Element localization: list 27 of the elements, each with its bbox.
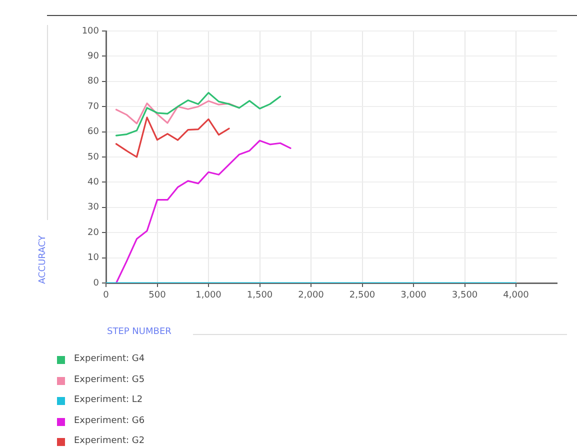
y-axis-title: ACCURACY bbox=[38, 235, 48, 284]
x-tick-label: 500 bbox=[148, 290, 166, 301]
x-tick-label: 4,000 bbox=[503, 290, 530, 301]
y-tick-label: 0 bbox=[93, 278, 100, 288]
legend-label: Experiment: L2 bbox=[74, 395, 143, 405]
y-tick-label: 60 bbox=[88, 127, 100, 138]
y-tick-label: 70 bbox=[88, 102, 100, 112]
x-tick-label: 1,500 bbox=[246, 290, 273, 301]
x-tick-label: 0 bbox=[103, 290, 110, 301]
legend-label: Experiment: G4 bbox=[74, 354, 145, 364]
y-tick-label: 30 bbox=[88, 202, 100, 213]
y-tick-label: 20 bbox=[88, 228, 100, 238]
x-tick-label: 3,500 bbox=[452, 290, 478, 301]
y-tick-label: 80 bbox=[88, 76, 100, 87]
x-tick-label: 2,000 bbox=[298, 290, 324, 301]
legend-label: Experiment: G5 bbox=[74, 374, 145, 384]
y-tick-label: 50 bbox=[88, 152, 100, 162]
y-tick-label: 100 bbox=[82, 26, 100, 36]
y-tick-label: 90 bbox=[88, 52, 100, 62]
legend-label: Experiment: G2 bbox=[74, 436, 145, 446]
x-axis-title: STEP NUMBER bbox=[107, 327, 172, 337]
x-tick-label: 1,000 bbox=[196, 290, 222, 301]
y-tick-label: 40 bbox=[88, 178, 100, 188]
x-tick-label: 3,000 bbox=[400, 290, 427, 301]
y-tick-label: 10 bbox=[88, 253, 100, 264]
x-tick-label: 2,500 bbox=[349, 290, 376, 301]
legend-label: Experiment: G6 bbox=[74, 416, 145, 426]
